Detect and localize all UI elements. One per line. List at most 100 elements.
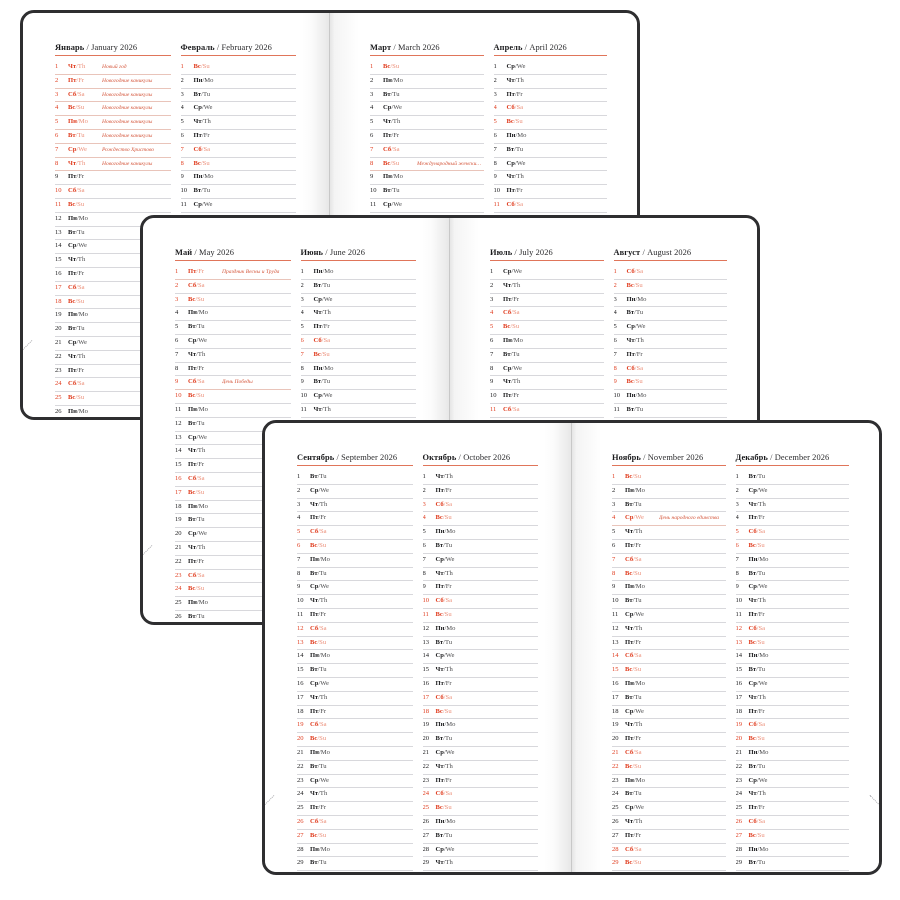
day-row[interactable]: 17 Вт/Tu xyxy=(612,692,726,706)
day-row[interactable]: 8 Вс/Su xyxy=(612,568,726,582)
day-row[interactable]: 17 Чт/Th xyxy=(297,692,413,706)
day-row[interactable]: 4 Сб/Sa xyxy=(493,102,607,117)
day-row[interactable]: 6 Пт/Fr xyxy=(612,540,726,554)
day-row[interactable]: 7 Вт/Tu xyxy=(493,144,607,158)
day-row[interactable]: 25 Вс/Su xyxy=(55,392,171,406)
day-row[interactable]: 22 Вт/Tu xyxy=(297,761,413,775)
day-row[interactable]: 5 Чт/Th xyxy=(180,116,296,130)
day-row[interactable]: 6 Пн/Mo xyxy=(493,130,607,144)
day-row[interactable]: 9 Вс/Su xyxy=(613,376,727,391)
day-row[interactable]: 11 Пт/Fr xyxy=(735,609,849,623)
day-row[interactable]: 2 Вс/Su xyxy=(613,280,727,294)
day-row[interactable]: 2 Ср/We xyxy=(735,485,849,499)
day-row[interactable]: 8 Ср/We xyxy=(493,158,607,172)
day-row[interactable]: 1 Чт/Th Новый год xyxy=(55,61,171,75)
day-row[interactable]: 18 Пн/Mo xyxy=(175,501,291,515)
day-row[interactable]: 7 Чт/Th xyxy=(175,349,291,363)
day-row[interactable]: 3 Пн/Mo xyxy=(613,294,727,308)
day-row[interactable]: 4 Ср/We xyxy=(180,102,296,117)
day-row[interactable]: 16 Ср/We xyxy=(297,678,413,692)
day-row[interactable]: 7 Сб/Sa xyxy=(612,554,726,568)
day-row[interactable]: 19 Сб/Sa xyxy=(297,719,413,734)
day-row[interactable]: 23 Пн/Mo xyxy=(612,775,726,789)
day-row[interactable]: 4 Вс/Su xyxy=(422,512,538,527)
day-row[interactable]: 1 Вс/Su xyxy=(370,61,484,75)
day-row[interactable]: 25 Пт/Fr xyxy=(735,802,849,816)
day-row[interactable]: 24 Чт/Th xyxy=(735,788,849,803)
day-row[interactable]: 5 Сб/Sa xyxy=(735,526,849,540)
day-row[interactable]: 11 Вс/Su xyxy=(422,609,538,623)
day-row[interactable]: 19 Пн/Mo xyxy=(55,309,171,324)
day-row[interactable]: 22 Чт/Th xyxy=(422,761,538,775)
day-row[interactable]: 26 Пн/Mo xyxy=(422,816,538,830)
day-row[interactable]: 24 Чт/Th xyxy=(297,788,413,803)
day-row[interactable]: 13 Вс/Su xyxy=(735,637,849,651)
day-row[interactable]: 2 Пт/Fr xyxy=(422,485,538,499)
day-row[interactable]: 9 Сб/Sa День Победы xyxy=(175,376,291,391)
planner-spread-sep-dec[interactable]: Сентябрь / September 2026 1 Вт/Tu 2 Ср/We 3 Чт… xyxy=(262,420,882,875)
day-row[interactable]: 2 Пт/Fr Новогодние каникулы xyxy=(55,75,171,89)
day-row[interactable]: 27 Вс/Su xyxy=(735,830,849,844)
day-row[interactable]: 23 Ср/We xyxy=(297,775,413,789)
day-row[interactable]: 11 Сб/Sa xyxy=(490,404,604,418)
day-row[interactable]: 26 Пн/Mo xyxy=(55,406,171,417)
day-row[interactable]: 28 Ср/We xyxy=(422,844,538,858)
day-row[interactable]: 1 Пт/Fr Праздник Весны и Труда xyxy=(175,266,291,280)
day-row[interactable]: 17 Сб/Sa xyxy=(55,282,171,296)
day-row[interactable]: 25 Пт/Fr xyxy=(297,802,413,816)
day-row[interactable]: 3 Вт/Tu xyxy=(612,499,726,513)
day-row[interactable]: 11 Вс/Su xyxy=(55,199,171,213)
day-row[interactable]: 20 Вс/Su xyxy=(297,733,413,747)
day-row[interactable]: 10 Вт/Tu xyxy=(180,185,296,199)
day-row[interactable]: 11 Пн/Mo xyxy=(175,404,291,418)
day-row[interactable]: 21 Пн/Mo xyxy=(297,747,413,761)
day-row[interactable]: 6 Пн/Mo xyxy=(490,335,604,349)
day-row[interactable]: 5 Чт/Th xyxy=(370,116,484,130)
day-row[interactable]: 12 Пн/Mo xyxy=(422,623,538,637)
day-row[interactable]: 12 Вт/Tu xyxy=(175,418,291,432)
day-row[interactable]: 9 Ср/We xyxy=(297,581,413,596)
day-row[interactable]: 2 Чт/Th xyxy=(490,280,604,294)
day-row[interactable]: 14 Чт/Th xyxy=(175,445,291,460)
day-row[interactable]: 16 Пт/Fr xyxy=(422,678,538,692)
day-row[interactable]: 21 Чт/Th xyxy=(175,542,291,556)
day-row[interactable]: 10 Пт/Fr xyxy=(490,390,604,404)
day-row[interactable]: 2 Пн/Mo xyxy=(180,75,296,89)
day-row[interactable]: 9 Пн/Mo xyxy=(180,171,296,186)
day-row[interactable]: 15 Вс/Su xyxy=(612,664,726,678)
day-row[interactable]: 29 Чт/Th xyxy=(422,857,538,872)
day-row[interactable]: 5 Вс/Su xyxy=(490,321,604,335)
day-row[interactable]: 2 Чт/Th xyxy=(493,75,607,89)
day-row[interactable]: 26 Вт/Tu xyxy=(175,611,291,622)
day-row[interactable]: 25 Пн/Mo xyxy=(175,597,291,611)
day-row[interactable]: 29 Вт/Tu xyxy=(297,857,413,872)
day-row[interactable]: 24 Сб/Sa xyxy=(422,788,538,803)
day-row[interactable]: 14 Ср/We xyxy=(422,650,538,665)
day-row[interactable]: 23 Пт/Fr xyxy=(422,775,538,789)
day-row[interactable]: 24 Сб/Sa xyxy=(55,378,171,393)
day-row[interactable]: 25 Ср/We xyxy=(612,802,726,816)
day-row[interactable]: 7 Сб/Sa xyxy=(370,144,484,158)
day-row[interactable]: 6 Чт/Th xyxy=(613,335,727,349)
day-row[interactable]: 30Пн/Mo xyxy=(612,871,726,872)
day-row[interactable]: 1 Вт/Tu xyxy=(735,471,849,485)
day-row[interactable]: 23 Сб/Sa xyxy=(175,570,291,584)
day-row[interactable]: 18 Вс/Su xyxy=(422,706,538,720)
day-row[interactable]: 11 Чт/Th xyxy=(300,404,416,418)
day-row[interactable]: 3 Сб/Sa Новогодние каникулы xyxy=(55,89,171,103)
day-row[interactable]: 3 Вт/Tu xyxy=(180,89,296,103)
day-row[interactable]: 8 Вс/Su xyxy=(180,158,296,172)
day-row[interactable]: 30Ср/We xyxy=(736,871,850,872)
day-row[interactable]: 2 Сб/Sa xyxy=(175,280,291,294)
day-row[interactable]: 24 Вт/Tu xyxy=(612,788,726,803)
day-row[interactable]: 1 Вс/Su xyxy=(180,61,296,75)
day-row[interactable]: 3 Вт/Tu xyxy=(370,89,484,103)
day-row[interactable]: 12 Сб/Sa xyxy=(297,623,413,637)
day-row[interactable]: 10 Вт/Tu xyxy=(612,595,726,609)
day-row[interactable]: 15 Чт/Th xyxy=(422,664,538,678)
day-row[interactable]: 13 Ср/We xyxy=(175,432,291,446)
day-row[interactable]: 10 Сб/Sa xyxy=(55,185,171,199)
day-row[interactable]: 5 Ср/We xyxy=(613,321,727,335)
